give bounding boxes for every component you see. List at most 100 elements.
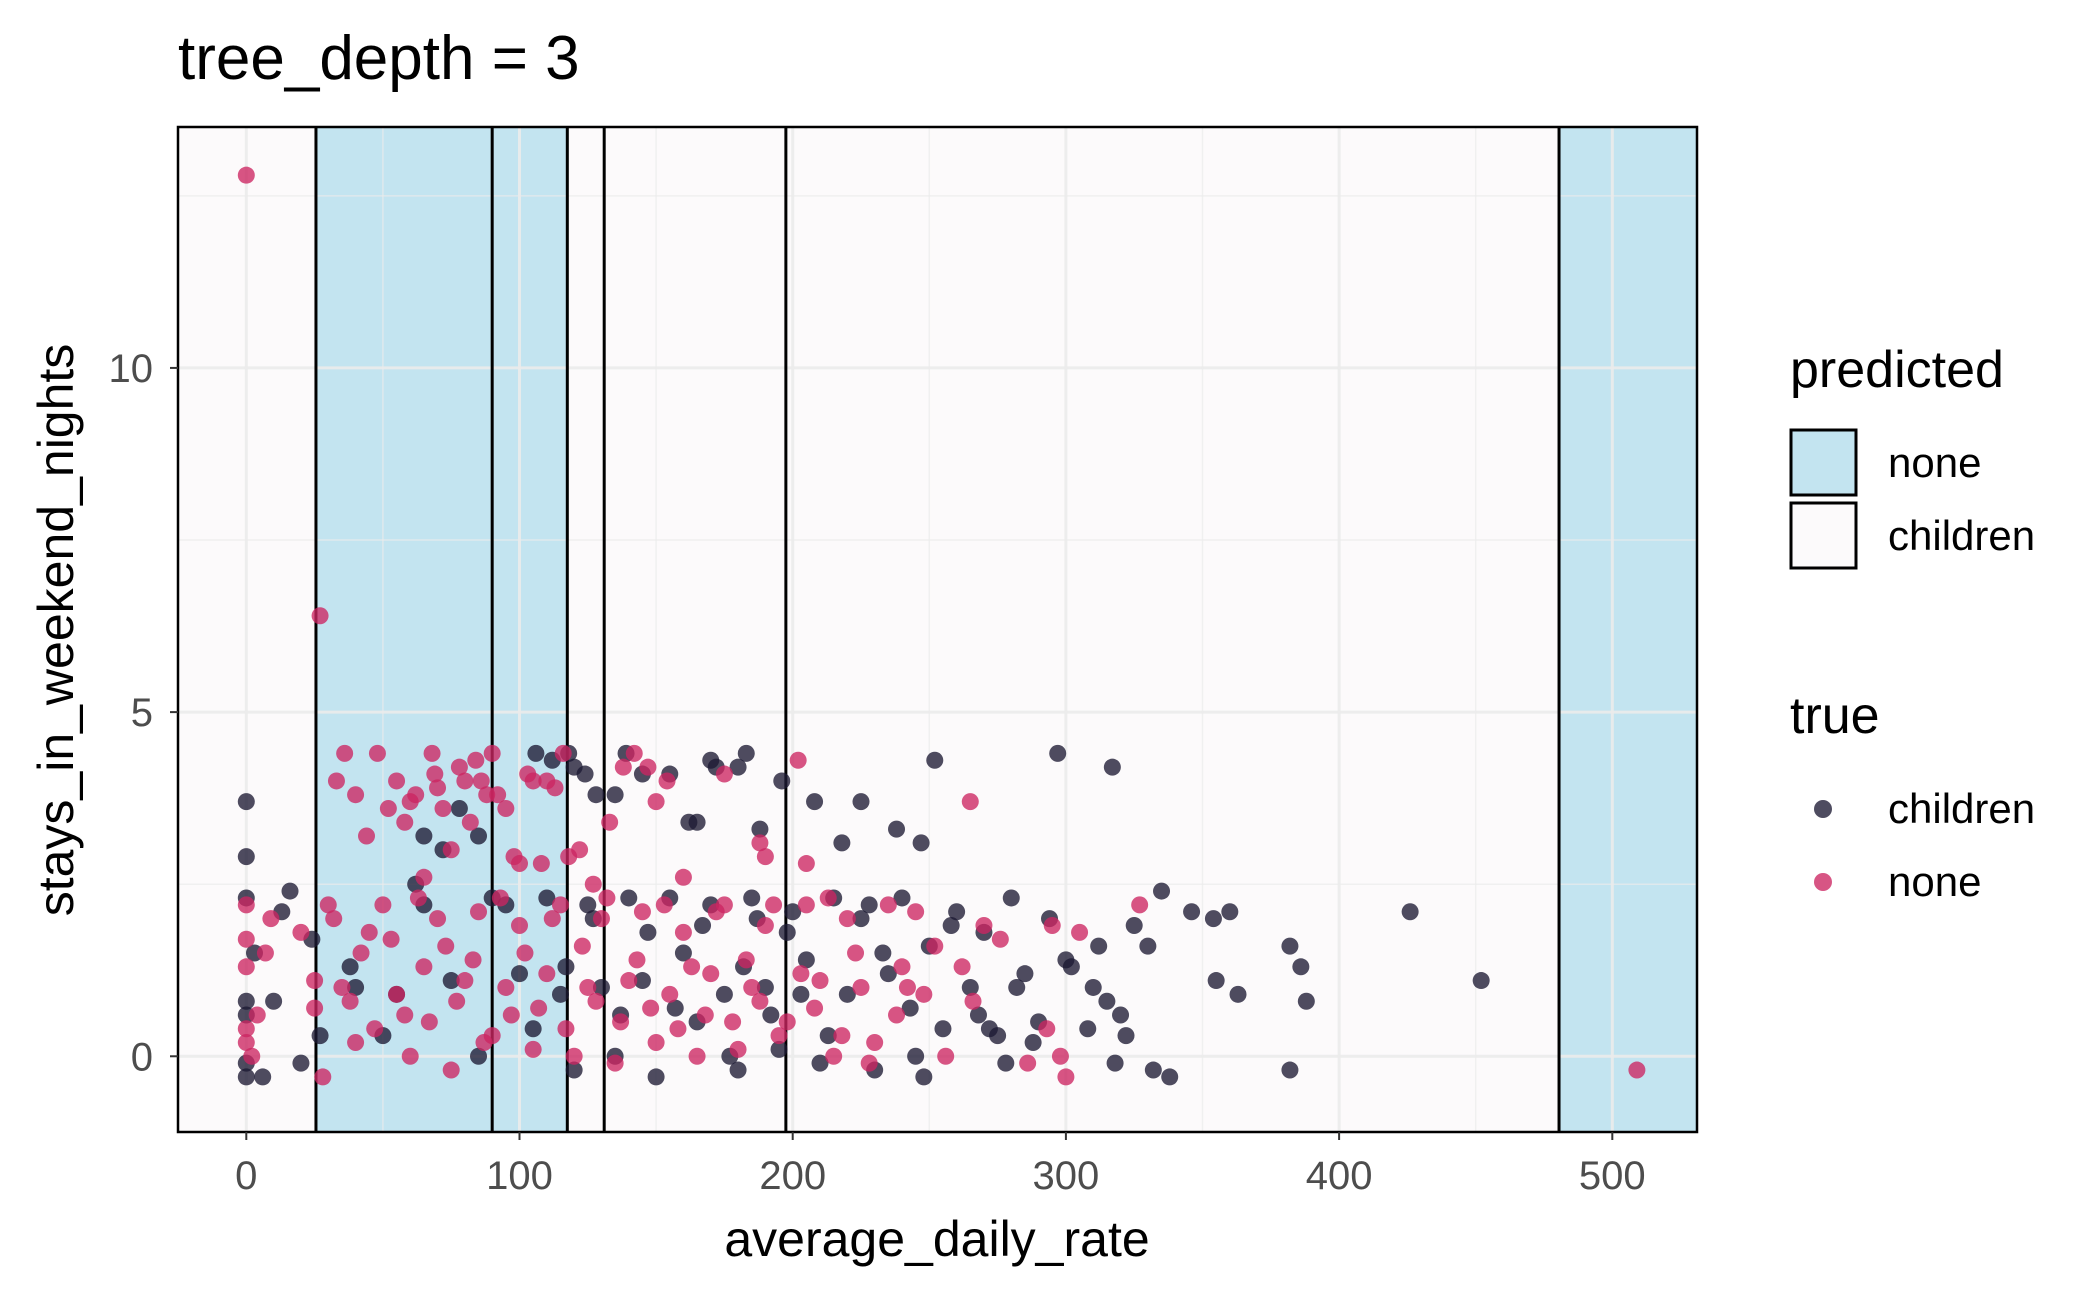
point-none-65 (1043, 916, 1061, 934)
point-children-49 (1125, 916, 1143, 934)
point-none-47 (554, 744, 572, 762)
point-children-119 (997, 1054, 1015, 1072)
point-none-95 (606, 1054, 624, 1072)
point-children-133 (694, 916, 712, 934)
point-children-102 (579, 896, 597, 914)
point-children-57 (1281, 937, 1299, 955)
point-children-15 (341, 958, 359, 976)
plot-panel (176, 125, 1699, 1134)
point-none-19 (368, 744, 386, 762)
x-tick-label-300: 300 (1033, 1154, 1100, 1198)
point-none-120 (366, 1020, 384, 1038)
point-none-127 (464, 951, 482, 969)
region-none-2 (492, 127, 568, 1132)
point-none-128 (475, 1034, 493, 1052)
point-children-122 (915, 1068, 933, 1086)
point-children-54 (1221, 903, 1239, 921)
legend-true-marker-children (1814, 800, 1832, 818)
point-children-75 (948, 903, 966, 921)
point-children-67 (1084, 978, 1102, 996)
legend-predicted-label-none: none (1888, 439, 1981, 486)
point-children-9 (265, 992, 283, 1010)
point-children-42 (833, 834, 851, 852)
point-none-0 (237, 166, 255, 184)
point-none-125 (437, 937, 455, 955)
point-none-158 (888, 1006, 906, 1024)
point-none-53 (625, 744, 643, 762)
point-none-150 (778, 1013, 796, 1031)
legend-predicted-swatch-none (1789, 428, 1858, 497)
point-children-71 (1002, 889, 1020, 907)
x-tick-label-0: 0 (235, 1154, 257, 1198)
point-none-35 (472, 772, 490, 790)
data-points (237, 166, 1646, 1086)
point-none-57 (674, 868, 692, 886)
point-children-101 (592, 978, 610, 996)
point-none-131 (516, 944, 534, 962)
point-none-79 (388, 985, 406, 1003)
point-none-161 (964, 992, 982, 1010)
point-none-30 (442, 841, 460, 859)
point-children-127 (792, 985, 810, 1003)
point-children-66 (1098, 992, 1116, 1010)
point-none-97 (633, 903, 651, 921)
point-none-149 (765, 896, 783, 914)
point-none-107 (770, 1027, 788, 1045)
point-none-117 (325, 910, 343, 928)
point-children-120 (969, 1006, 987, 1024)
point-none-90 (538, 965, 556, 983)
point-children-20 (450, 799, 468, 817)
point-none-121 (382, 930, 400, 948)
point-none-80 (401, 1047, 419, 1065)
point-none-91 (551, 896, 569, 914)
point-children-40 (773, 772, 791, 790)
point-none-110 (825, 1047, 843, 1065)
point-none-70 (926, 937, 944, 955)
point-none-28 (429, 779, 447, 797)
point-children-0 (237, 793, 255, 811)
point-none-71 (953, 958, 971, 976)
point-none-78 (374, 896, 392, 914)
point-children-63 (1144, 1061, 1162, 1079)
point-children-8 (254, 1068, 272, 1086)
point-none-34 (467, 751, 485, 769)
point-none-151 (792, 965, 810, 983)
point-none-144 (696, 1006, 714, 1024)
point-children-11 (281, 882, 299, 900)
point-children-65 (1117, 1027, 1135, 1045)
point-children-38 (737, 744, 755, 762)
point-none-63 (961, 793, 979, 811)
point-none-99 (661, 985, 679, 1003)
point-children-125 (860, 896, 878, 914)
point-none-60 (756, 848, 774, 866)
point-children-50 (1139, 937, 1157, 955)
point-none-59 (751, 834, 769, 852)
point-none-152 (806, 999, 824, 1017)
point-none-11 (292, 923, 310, 941)
point-children-79 (893, 889, 911, 907)
point-children-53 (1204, 910, 1222, 928)
point-none-118 (341, 992, 359, 1010)
point-children-87 (784, 903, 802, 921)
point-children-45 (912, 834, 930, 852)
point-none-58 (715, 765, 733, 783)
point-children-113 (347, 978, 365, 996)
point-none-123 (409, 889, 427, 907)
point-children-135 (639, 923, 657, 941)
point-none-160 (937, 1047, 955, 1065)
point-none-33 (461, 813, 479, 831)
point-none-2 (237, 896, 255, 914)
point-none-155 (847, 944, 865, 962)
point-none-21 (388, 772, 406, 790)
point-children-91 (729, 1061, 747, 1079)
point-children-62 (1281, 1061, 1299, 1079)
point-none-4 (237, 958, 255, 976)
point-none-109 (811, 972, 829, 990)
point-none-46 (546, 779, 564, 797)
x-tick-label-400: 400 (1306, 1154, 1373, 1198)
point-children-140 (1008, 978, 1026, 996)
point-none-12 (306, 972, 324, 990)
point-none-138 (612, 1013, 630, 1031)
point-children-52 (1183, 903, 1201, 921)
